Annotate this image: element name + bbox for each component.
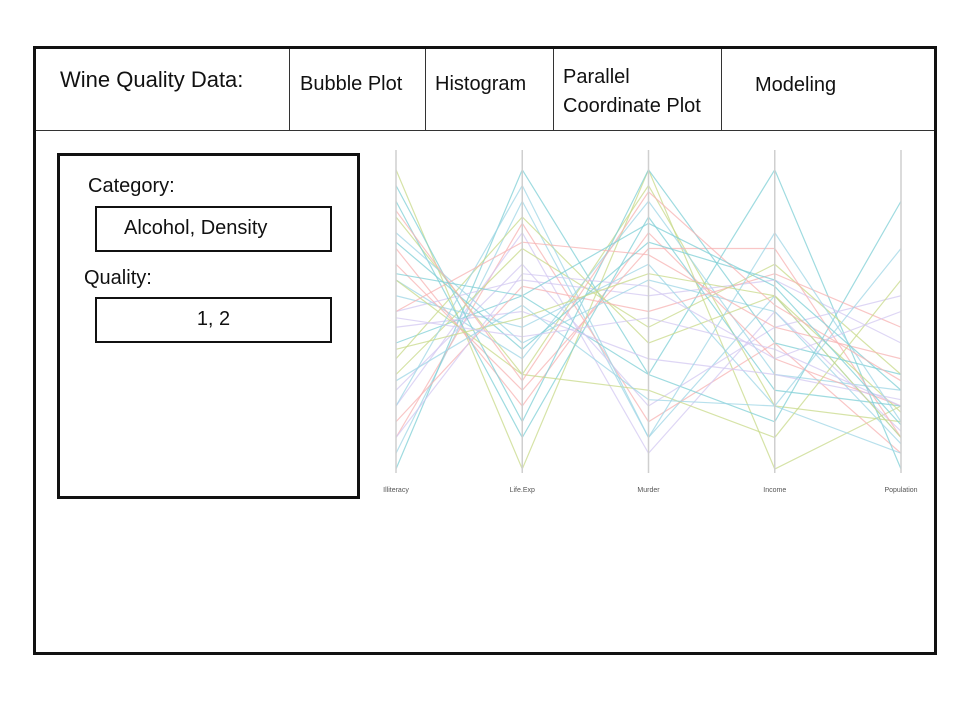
tab-modeling[interactable]: Modeling xyxy=(721,49,937,131)
header-bar: Wine Quality Data: Bubble Plot Histogram… xyxy=(36,49,934,131)
filter-panel: Category: Alcohol, Density Quality: 1, 2 xyxy=(57,153,360,499)
axis-label: Murder xyxy=(637,487,660,494)
tab-histogram[interactable]: Histogram xyxy=(425,49,553,131)
app-window: Wine Quality Data: Bubble Plot Histogram… xyxy=(33,46,937,655)
axis-label: Life.Exp xyxy=(510,487,535,494)
quality-value: 1, 2 xyxy=(196,308,231,330)
tab-label: Histogram xyxy=(435,73,527,95)
axis-label: Income xyxy=(763,487,786,494)
category-select[interactable]: Alcohol, Density xyxy=(95,206,332,252)
tab-label: Bubble Plot xyxy=(300,73,403,95)
category-label: Category: xyxy=(88,175,175,197)
axis-label: Population xyxy=(884,487,917,494)
tab-bubble-plot[interactable]: Bubble Plot xyxy=(289,49,425,131)
category-value: Alcohol, Density xyxy=(124,217,268,239)
tab-label: Parallel Coordinate Plot xyxy=(563,66,701,117)
app-title: Wine Quality Data: xyxy=(60,67,244,92)
tab-parallel-coordinate-plot[interactable]: Parallel Coordinate Plot xyxy=(553,49,721,131)
parallel-coordinate-chart: Illiteracy Life.Exp Murder Income Population xyxy=(383,150,918,494)
quality-select[interactable]: 1, 2 xyxy=(95,297,332,343)
axis-label: Illiteracy xyxy=(383,487,409,494)
quality-label: Quality: xyxy=(84,267,152,289)
tab-label: Modeling xyxy=(755,74,837,96)
